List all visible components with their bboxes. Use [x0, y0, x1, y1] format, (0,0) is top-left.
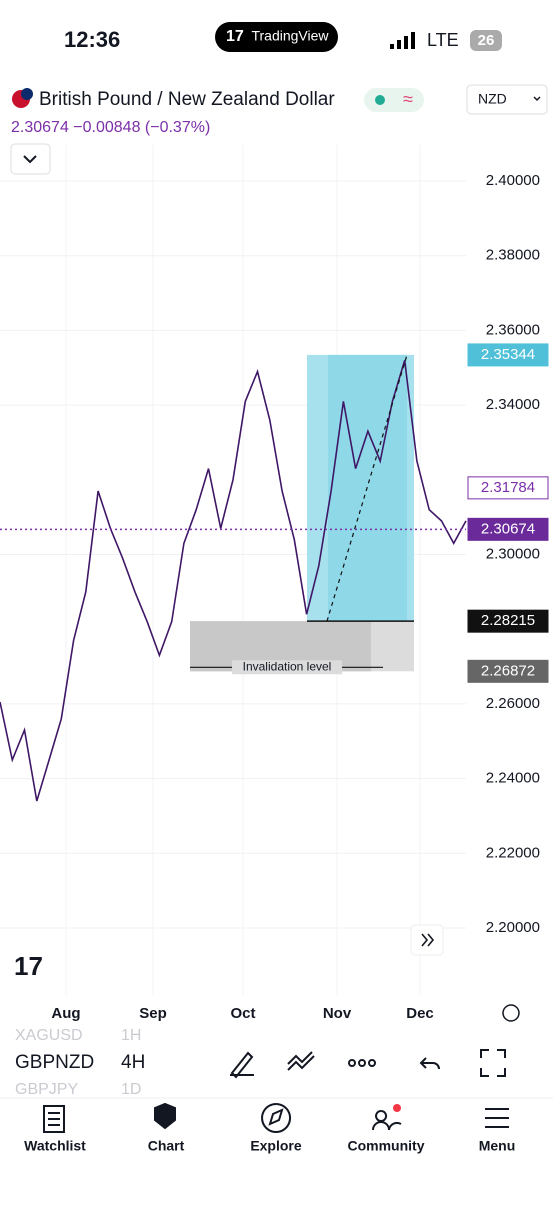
y-tick-label: 2.30000	[486, 545, 540, 562]
tab-icon[interactable]	[485, 1108, 509, 1128]
symbol: GBPNZD	[15, 1052, 94, 1073]
symbol-title: British Pound / New Zealand Dollar	[39, 89, 335, 110]
battery	[470, 30, 502, 51]
y-tick-label: 2.20000	[486, 919, 540, 936]
dropdown-arrow	[533, 96, 541, 102]
undo[interactable]	[419, 1057, 440, 1070]
currency: NZD	[478, 91, 507, 107]
trend-tool[interactable]	[287, 1051, 315, 1071]
symbol-list: XAGUSD 1H GBPNZD 4H GBPJPY 1D	[15, 1027, 145, 1098]
tab-label: Watchlist	[24, 1138, 86, 1154]
tab-icon[interactable]	[154, 1102, 176, 1130]
tv-logo: 17	[14, 951, 43, 981]
price-label-box	[467, 609, 549, 633]
price-label-box	[467, 517, 549, 541]
price-label-box	[467, 476, 549, 500]
x-tick-label: Dec	[406, 1005, 434, 1022]
signal	[390, 32, 415, 49]
delay-icon: ≈	[403, 89, 413, 109]
y-tick-label: 2.36000	[486, 321, 540, 338]
x-tick-label: Aug	[51, 1005, 80, 1022]
price-label: 2.30674	[481, 520, 535, 537]
currency-select[interactable]	[466, 84, 548, 115]
y-tick-label: 2.34000	[486, 396, 540, 413]
x-tick-label: Nov	[323, 1005, 352, 1022]
expand-button[interactable]	[10, 143, 51, 175]
y-tick-label: 2.38000	[486, 247, 540, 264]
time: 12:36	[64, 27, 120, 52]
market-open	[375, 95, 385, 105]
price-label-box	[467, 659, 549, 683]
price-line	[0, 360, 467, 802]
annotation-bg	[232, 660, 342, 675]
tab-label: Explore	[250, 1138, 302, 1154]
symbol: GBPJPY	[15, 1081, 78, 1098]
tab-bar: Watchlist Chart Explore Community Menu	[24, 1102, 516, 1154]
quote: 2.30674 −0.00848 (−0.37%)	[11, 119, 210, 136]
tab-label: Menu	[479, 1138, 516, 1154]
y-tick-label: 2.26000	[486, 695, 540, 712]
price-label: 2.26872	[481, 662, 535, 679]
battery-level: 26	[478, 32, 495, 49]
tab-label: Community	[348, 1138, 425, 1154]
notification-dot	[393, 1104, 401, 1112]
price-label: 2.31784	[481, 479, 535, 496]
tab-icon[interactable]	[372, 1110, 402, 1131]
more	[358, 1059, 366, 1067]
y-tick-label: 2.24000	[486, 770, 540, 787]
expand-icon	[23, 155, 37, 164]
annotation: Invalidation level	[243, 660, 332, 674]
more	[368, 1059, 376, 1067]
interval: 1D	[121, 1081, 141, 1098]
price-label: 2.35344	[481, 346, 535, 363]
interval: 1H	[121, 1027, 141, 1044]
interval: 4H	[121, 1052, 145, 1073]
app-logo: 17	[226, 28, 244, 45]
tab-icon[interactable]	[43, 1105, 65, 1133]
draw-tool[interactable]	[230, 1051, 254, 1079]
tab-icon[interactable]	[261, 1103, 292, 1133]
chart: Aug Sep Oct Nov Dec 2.20000 2.22000 2.24000 2.26…	[0, 145, 549, 1022]
y-tick-label: 2.40000	[486, 172, 540, 189]
projection-line	[326, 354, 408, 622]
more[interactable]	[348, 1059, 356, 1067]
settings-button[interactable]	[502, 1004, 520, 1022]
price-label-box	[467, 343, 549, 367]
y-tick-label: 2.22000	[486, 844, 540, 861]
scroll-icon	[421, 933, 435, 947]
x-tick-label: Oct	[230, 1005, 255, 1022]
symbol: XAGUSD	[15, 1027, 83, 1044]
status-pill[interactable]	[364, 88, 424, 112]
tab-label: Chart	[148, 1138, 185, 1154]
x-tick-label: Sep	[139, 1005, 167, 1022]
flag	[21, 88, 33, 100]
app-name: TradingView	[251, 28, 329, 44]
fullscreen[interactable]	[480, 1049, 506, 1077]
price-label: 2.28215	[481, 612, 535, 629]
app-pill	[215, 22, 338, 52]
toolbar	[230, 1049, 506, 1079]
network: LTE	[427, 30, 459, 50]
